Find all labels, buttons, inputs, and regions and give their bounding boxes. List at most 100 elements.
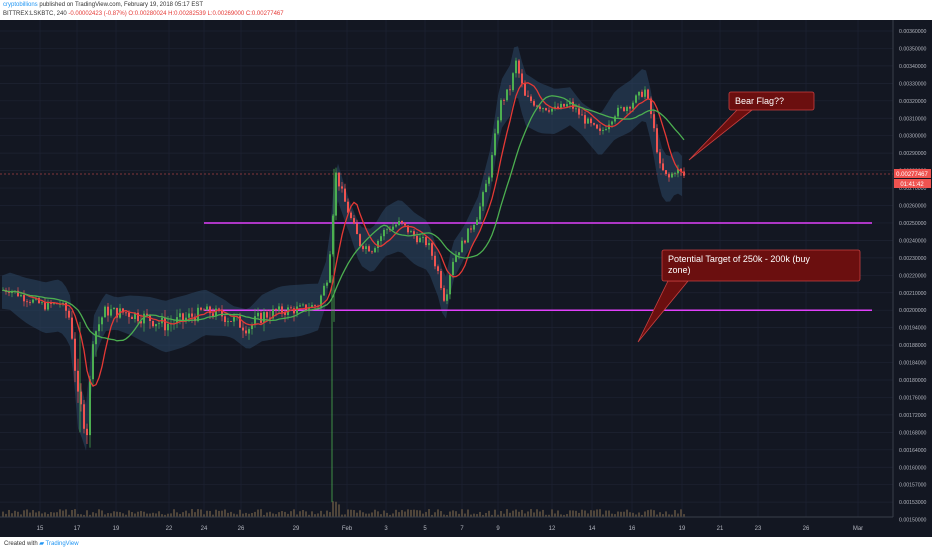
time-tick-label: 7 — [460, 526, 464, 532]
volume-bar — [617, 511, 619, 517]
volume-bar — [488, 510, 490, 517]
time-tick-label: Feb — [342, 526, 353, 532]
candle-body — [332, 215, 334, 255]
candle-body — [599, 128, 601, 131]
volume-bar — [221, 510, 223, 517]
candle-body — [305, 304, 307, 310]
volume-bar — [389, 514, 391, 517]
candle-body — [461, 240, 463, 253]
price-tick-label: 0.00150000 — [899, 518, 927, 524]
volume-bar — [335, 501, 337, 517]
candle-body — [197, 307, 199, 322]
candle-body — [521, 73, 523, 84]
volume-bar — [182, 512, 184, 517]
volume-bar — [224, 509, 226, 517]
volume-bar — [395, 509, 397, 517]
candle-body — [404, 222, 406, 226]
candle-body — [320, 295, 322, 307]
publish-line: cryptobillions published on TradingView.… — [3, 1, 203, 10]
volume-bar — [326, 510, 328, 517]
candle-body — [626, 106, 628, 111]
candle-body — [329, 254, 331, 283]
candle-body — [452, 261, 454, 275]
username-link[interactable]: cryptobillions — [3, 2, 38, 8]
volume-bar — [467, 509, 469, 517]
candle-body — [491, 155, 493, 178]
candle-body — [77, 370, 79, 392]
volume-bar — [338, 504, 340, 517]
candle-body — [434, 255, 436, 267]
volume-bar — [77, 513, 79, 517]
candle-body — [281, 306, 283, 313]
candle-body — [230, 321, 232, 322]
volume-bar — [647, 510, 649, 517]
time-tick-label: 9 — [496, 526, 500, 532]
candle-body — [350, 212, 352, 218]
volume-bar — [404, 511, 406, 517]
candle-body — [467, 228, 469, 243]
volume-bar — [578, 512, 580, 517]
volume-bar — [302, 510, 304, 517]
candle-body — [203, 309, 205, 311]
price-tick-label: 0.00250000 — [899, 221, 927, 227]
volume-bar — [230, 511, 232, 517]
band-area — [2, 46, 682, 451]
volume-bar — [419, 510, 421, 517]
volume-bar — [392, 513, 394, 517]
time-tick-label: 23 — [755, 526, 762, 532]
volume-bar — [365, 513, 367, 517]
volume-bar — [47, 513, 49, 517]
volume-bar — [26, 509, 28, 517]
candle-body — [32, 299, 34, 303]
candle-body — [257, 312, 259, 317]
ma-green-line — [2, 95, 685, 342]
time-axis — [0, 517, 893, 537]
price-axis — [893, 20, 932, 537]
candle-body — [164, 317, 166, 331]
candle-body — [212, 313, 214, 317]
candle-body — [194, 316, 196, 322]
volume-bar — [83, 514, 85, 517]
volume-bar — [632, 512, 634, 517]
candle-body — [122, 308, 124, 313]
volume-bar — [122, 513, 124, 517]
volume-bar — [341, 514, 343, 517]
candle-body — [260, 312, 262, 323]
candle-body — [242, 327, 244, 331]
time-tick-label: 12 — [549, 526, 556, 532]
candle-body — [557, 106, 559, 109]
candle-body — [251, 324, 253, 329]
volume-bar — [620, 511, 622, 517]
candle-body — [542, 108, 544, 109]
volume-bar — [533, 512, 535, 517]
candle-body — [125, 312, 127, 314]
volume-bar — [656, 514, 658, 517]
time-tick-label: Mar — [853, 526, 863, 532]
price-chart[interactable]: Bear Flag?? Potential Target of 250k - 20… — [0, 20, 932, 537]
candle-body — [623, 107, 625, 111]
volume-bar — [155, 513, 157, 517]
candle-body — [470, 228, 472, 230]
volume-bar — [476, 514, 478, 517]
volume-bar — [44, 512, 46, 517]
volume-bar — [413, 509, 415, 517]
volume-bar — [116, 511, 118, 517]
candle-body — [41, 302, 43, 304]
candle-body — [368, 246, 370, 252]
volume-bar — [245, 512, 247, 517]
volume-bar — [185, 510, 187, 517]
tradingview-link[interactable]: TradingView — [45, 541, 79, 547]
candle-body — [293, 308, 295, 314]
candle-body — [581, 114, 583, 116]
candle-body — [92, 344, 94, 380]
volume-bar — [104, 514, 106, 517]
support-levels — [204, 222, 872, 311]
callout-text: Bear Flag?? — [735, 96, 784, 106]
volume-bar — [275, 514, 277, 517]
volume-bar — [248, 513, 250, 517]
candle-body — [377, 241, 379, 248]
candle-body — [356, 223, 358, 235]
candle-body — [653, 114, 655, 129]
volume-bar — [566, 513, 568, 517]
volume-bar — [284, 511, 286, 517]
